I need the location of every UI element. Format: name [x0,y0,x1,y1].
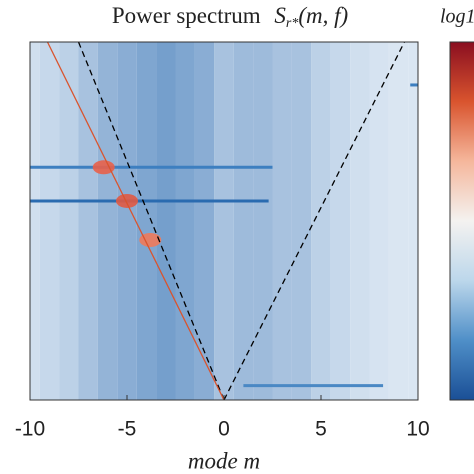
mode-column [253,42,273,400]
title-symbol: S [274,3,286,28]
x-tick-label: 0 [218,418,230,441]
mode-column [311,42,331,400]
chart-title: Power spectrum Sr*(m, f) [112,3,348,31]
hotspot [116,193,138,208]
hotspot [92,160,115,175]
mode-column [156,42,176,400]
mode-column [97,42,118,400]
title-subscript: r* [286,16,298,31]
mode-column [369,42,389,400]
mode-column [330,42,351,400]
x-axis-label: mode m [188,448,260,473]
x-tick-label: -10 [15,418,45,441]
mode-column [272,42,292,400]
mode-column [39,42,60,400]
x-tick-label: 5 [315,418,327,441]
mode-column [136,42,157,400]
plot-area [30,42,418,400]
title-args: (m, f) [298,3,348,28]
mode-column [30,42,40,400]
hotspot [139,232,162,247]
x-tick-label: 10 [406,418,429,441]
colorbar [449,41,474,401]
x-tick-label: -5 [118,418,137,441]
mode-column [291,42,312,400]
title-text: Power spectrum [112,3,261,28]
mode-column [117,42,137,400]
guide-line [46,42,225,400]
mode-column [194,42,215,400]
mode-column [175,42,195,400]
mode-column [59,42,79,400]
mode-column [408,42,418,400]
colorbar-label: log10 [440,6,474,28]
mode-column [214,42,234,400]
guide-line [77,42,225,400]
mode-column [233,42,254,400]
guide-line [223,42,406,400]
mode-column [388,42,409,400]
mode-column [350,42,370,400]
mode-column [78,42,98,400]
